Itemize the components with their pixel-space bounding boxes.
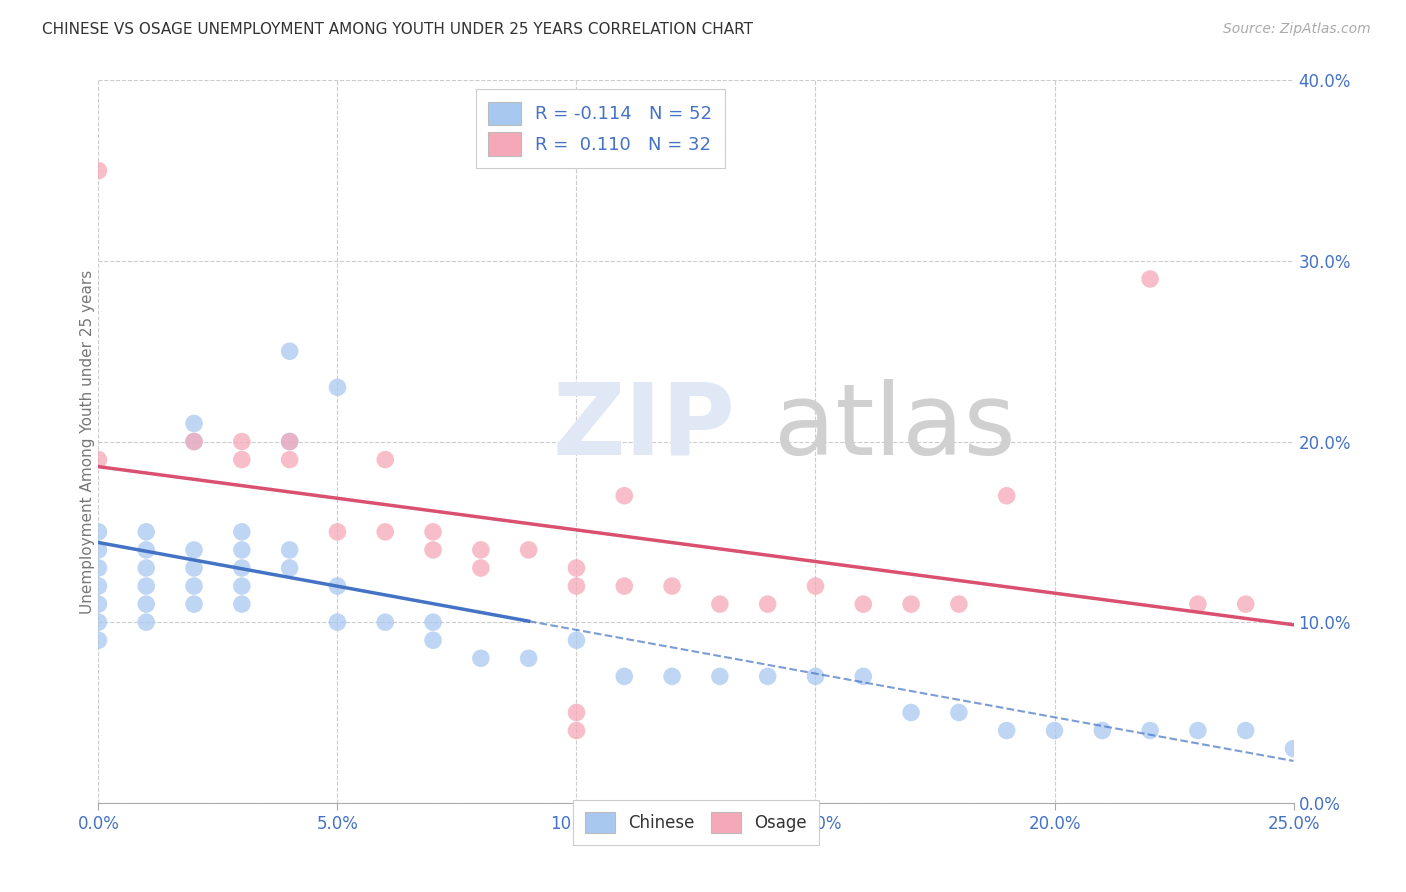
Point <box>1187 597 1209 611</box>
Point <box>87 597 110 611</box>
Point <box>87 524 110 539</box>
Point <box>613 669 636 683</box>
Legend: Chinese, Osage: Chinese, Osage <box>574 800 818 845</box>
Point <box>183 434 205 449</box>
Point <box>278 542 301 557</box>
Point <box>1139 272 1161 286</box>
Point <box>756 669 779 683</box>
Point <box>661 669 683 683</box>
Point <box>183 434 205 449</box>
Point <box>1234 597 1257 611</box>
Point <box>135 579 157 593</box>
Point <box>948 706 970 720</box>
Point <box>326 524 349 539</box>
Point <box>87 542 110 557</box>
Point <box>1043 723 1066 738</box>
Point <box>613 489 636 503</box>
Point <box>135 524 157 539</box>
Point <box>565 561 588 575</box>
Point <box>422 615 444 630</box>
Point <box>87 163 110 178</box>
Point <box>661 579 683 593</box>
Point <box>1187 723 1209 738</box>
Point <box>183 579 205 593</box>
Point <box>995 489 1018 503</box>
Point <box>565 579 588 593</box>
Point <box>87 561 110 575</box>
Point <box>804 579 827 593</box>
Point <box>278 434 301 449</box>
Point <box>709 597 731 611</box>
Point <box>87 633 110 648</box>
Point <box>374 452 396 467</box>
Point <box>565 723 588 738</box>
Text: Source: ZipAtlas.com: Source: ZipAtlas.com <box>1223 22 1371 37</box>
Point <box>231 434 253 449</box>
Point <box>231 561 253 575</box>
Point <box>231 452 253 467</box>
Point <box>135 615 157 630</box>
Point <box>1282 741 1305 756</box>
Point <box>183 542 205 557</box>
Point <box>135 561 157 575</box>
Point <box>231 524 253 539</box>
Point <box>470 542 492 557</box>
Point <box>231 542 253 557</box>
Point <box>278 561 301 575</box>
Point <box>756 597 779 611</box>
Point <box>183 561 205 575</box>
Point <box>87 452 110 467</box>
Point <box>1234 723 1257 738</box>
Point <box>183 597 205 611</box>
Point <box>565 706 588 720</box>
Point <box>1091 723 1114 738</box>
Point <box>470 651 492 665</box>
Point <box>326 615 349 630</box>
Point <box>709 669 731 683</box>
Point <box>470 561 492 575</box>
Point <box>135 542 157 557</box>
Text: CHINESE VS OSAGE UNEMPLOYMENT AMONG YOUTH UNDER 25 YEARS CORRELATION CHART: CHINESE VS OSAGE UNEMPLOYMENT AMONG YOUT… <box>42 22 754 37</box>
Point <box>948 597 970 611</box>
Point <box>87 615 110 630</box>
Point <box>517 542 540 557</box>
Point <box>183 417 205 431</box>
Point <box>422 542 444 557</box>
Point <box>565 633 588 648</box>
Point <box>326 579 349 593</box>
Point <box>278 344 301 359</box>
Point <box>278 452 301 467</box>
Point <box>995 723 1018 738</box>
Point <box>422 633 444 648</box>
Point <box>231 579 253 593</box>
Y-axis label: Unemployment Among Youth under 25 years: Unemployment Among Youth under 25 years <box>80 269 94 614</box>
Point <box>422 524 444 539</box>
Point <box>374 615 396 630</box>
Point <box>900 597 922 611</box>
Point <box>852 597 875 611</box>
Point <box>613 579 636 593</box>
Text: atlas: atlas <box>773 378 1015 475</box>
Point <box>135 597 157 611</box>
Point <box>804 669 827 683</box>
Point <box>87 579 110 593</box>
Point <box>852 669 875 683</box>
Point <box>326 380 349 394</box>
Point <box>374 524 396 539</box>
Point <box>278 434 301 449</box>
Point <box>1139 723 1161 738</box>
Text: ZIP: ZIP <box>553 378 735 475</box>
Point <box>231 597 253 611</box>
Point <box>900 706 922 720</box>
Point <box>517 651 540 665</box>
